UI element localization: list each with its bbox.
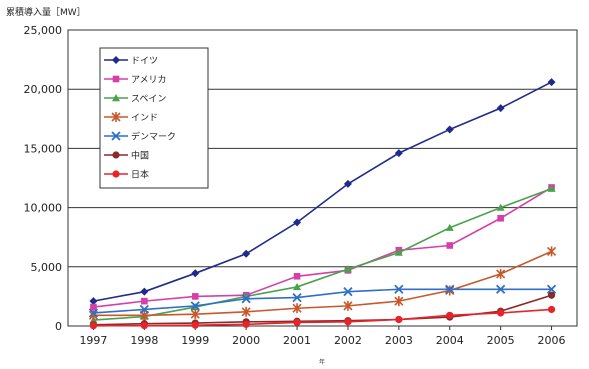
x-tick-label: 2002 [334, 334, 362, 347]
y-tick-label: 20,000 [24, 83, 63, 96]
x-tick-labels: 1997 1998 1999 2000 2001 2002 2003 2004 2005 2006 [79, 326, 566, 347]
series-line [93, 81, 552, 302]
data-point [496, 203, 505, 211]
x-tick-label: 2001 [283, 334, 311, 347]
series-line [93, 187, 552, 321]
x-tick-label: 2006 [538, 334, 566, 347]
x-tick-label: 2003 [385, 334, 413, 347]
x-axis-label: 年 [319, 358, 325, 366]
data-point [496, 268, 506, 279]
data-point [191, 321, 199, 329]
data-point [191, 269, 200, 278]
series-line [93, 288, 552, 314]
legend-label: ドイツ [131, 57, 158, 67]
series-0 [89, 78, 556, 306]
data-point [394, 284, 404, 294]
legend-label: インド [131, 114, 158, 124]
legend-marker [111, 131, 121, 141]
data-point [242, 320, 250, 328]
legend-label: 中国 [131, 150, 149, 162]
data-point [546, 284, 557, 294]
data-point [496, 104, 505, 113]
data-point [190, 309, 200, 320]
data-point [343, 300, 353, 311]
data-point [343, 287, 353, 297]
data-point [89, 297, 98, 306]
data-point [90, 303, 97, 311]
legend-marker [111, 112, 121, 122]
series-line [93, 308, 552, 327]
data-point [546, 246, 557, 257]
x-tick-label: 2000 [232, 334, 260, 347]
legend-marker [112, 56, 120, 64]
data-point [141, 297, 148, 305]
data-point [446, 311, 454, 319]
legend-label: アメリカ [131, 75, 167, 86]
data-point [140, 287, 149, 296]
data-point [190, 301, 200, 311]
x-tick-label: 1997 [79, 334, 107, 347]
data-point [88, 308, 99, 318]
legend-marker [112, 170, 120, 178]
data-point [547, 291, 556, 299]
x-tick-label: 2005 [487, 334, 515, 347]
legend-marker [112, 75, 120, 83]
data-point [445, 284, 455, 294]
data-point [140, 321, 148, 330]
data-point [497, 214, 504, 222]
series-lines [88, 78, 557, 330]
series-4 [88, 284, 557, 318]
data-point [293, 272, 301, 280]
x-tick-label: 1999 [181, 334, 209, 347]
data-point [547, 305, 556, 314]
legend-marker [112, 151, 120, 159]
y-tick-label: 15,000 [24, 142, 63, 155]
data-point [446, 242, 454, 249]
data-point [241, 294, 251, 304]
data-point [445, 125, 454, 134]
data-point [394, 149, 403, 158]
series-line [93, 250, 552, 317]
legend-label: デンマーク [131, 131, 176, 143]
y-axis-label: 累積導入量［MW］ [6, 6, 86, 18]
series-6 [89, 305, 556, 330]
y-tick-label: 5,000 [31, 261, 63, 274]
data-point [293, 318, 301, 327]
data-point [191, 293, 199, 300]
data-point [496, 284, 506, 294]
data-point [292, 292, 302, 303]
legend-label: スペイン [131, 95, 166, 105]
legend-marker [112, 94, 120, 102]
data-point [139, 304, 149, 315]
data-point [343, 265, 352, 273]
data-point [241, 306, 251, 317]
data-point [89, 322, 98, 330]
y-tick-labels: 0 5,000 10,000 15,000 20,000 25,000 [24, 24, 63, 333]
x-tick-label: 1998 [130, 334, 158, 347]
x-tick-label: 2004 [436, 334, 464, 347]
data-point [394, 296, 404, 307]
data-point [547, 78, 556, 87]
y-tick-label: 10,000 [24, 202, 63, 215]
data-point [497, 309, 505, 317]
data-point [293, 218, 302, 227]
data-point [395, 315, 403, 324]
data-point [344, 318, 352, 326]
data-point [445, 223, 454, 231]
data-point [293, 282, 302, 291]
y-tick-label: 25,000 [24, 24, 63, 37]
data-point [394, 248, 403, 256]
data-point [547, 184, 556, 192]
y-tick-label: 0 [55, 320, 62, 333]
data-point [343, 179, 352, 188]
legend-label: 日本 [131, 169, 149, 181]
data-point [242, 249, 251, 258]
series-line [93, 186, 552, 308]
data-point [292, 303, 302, 314]
